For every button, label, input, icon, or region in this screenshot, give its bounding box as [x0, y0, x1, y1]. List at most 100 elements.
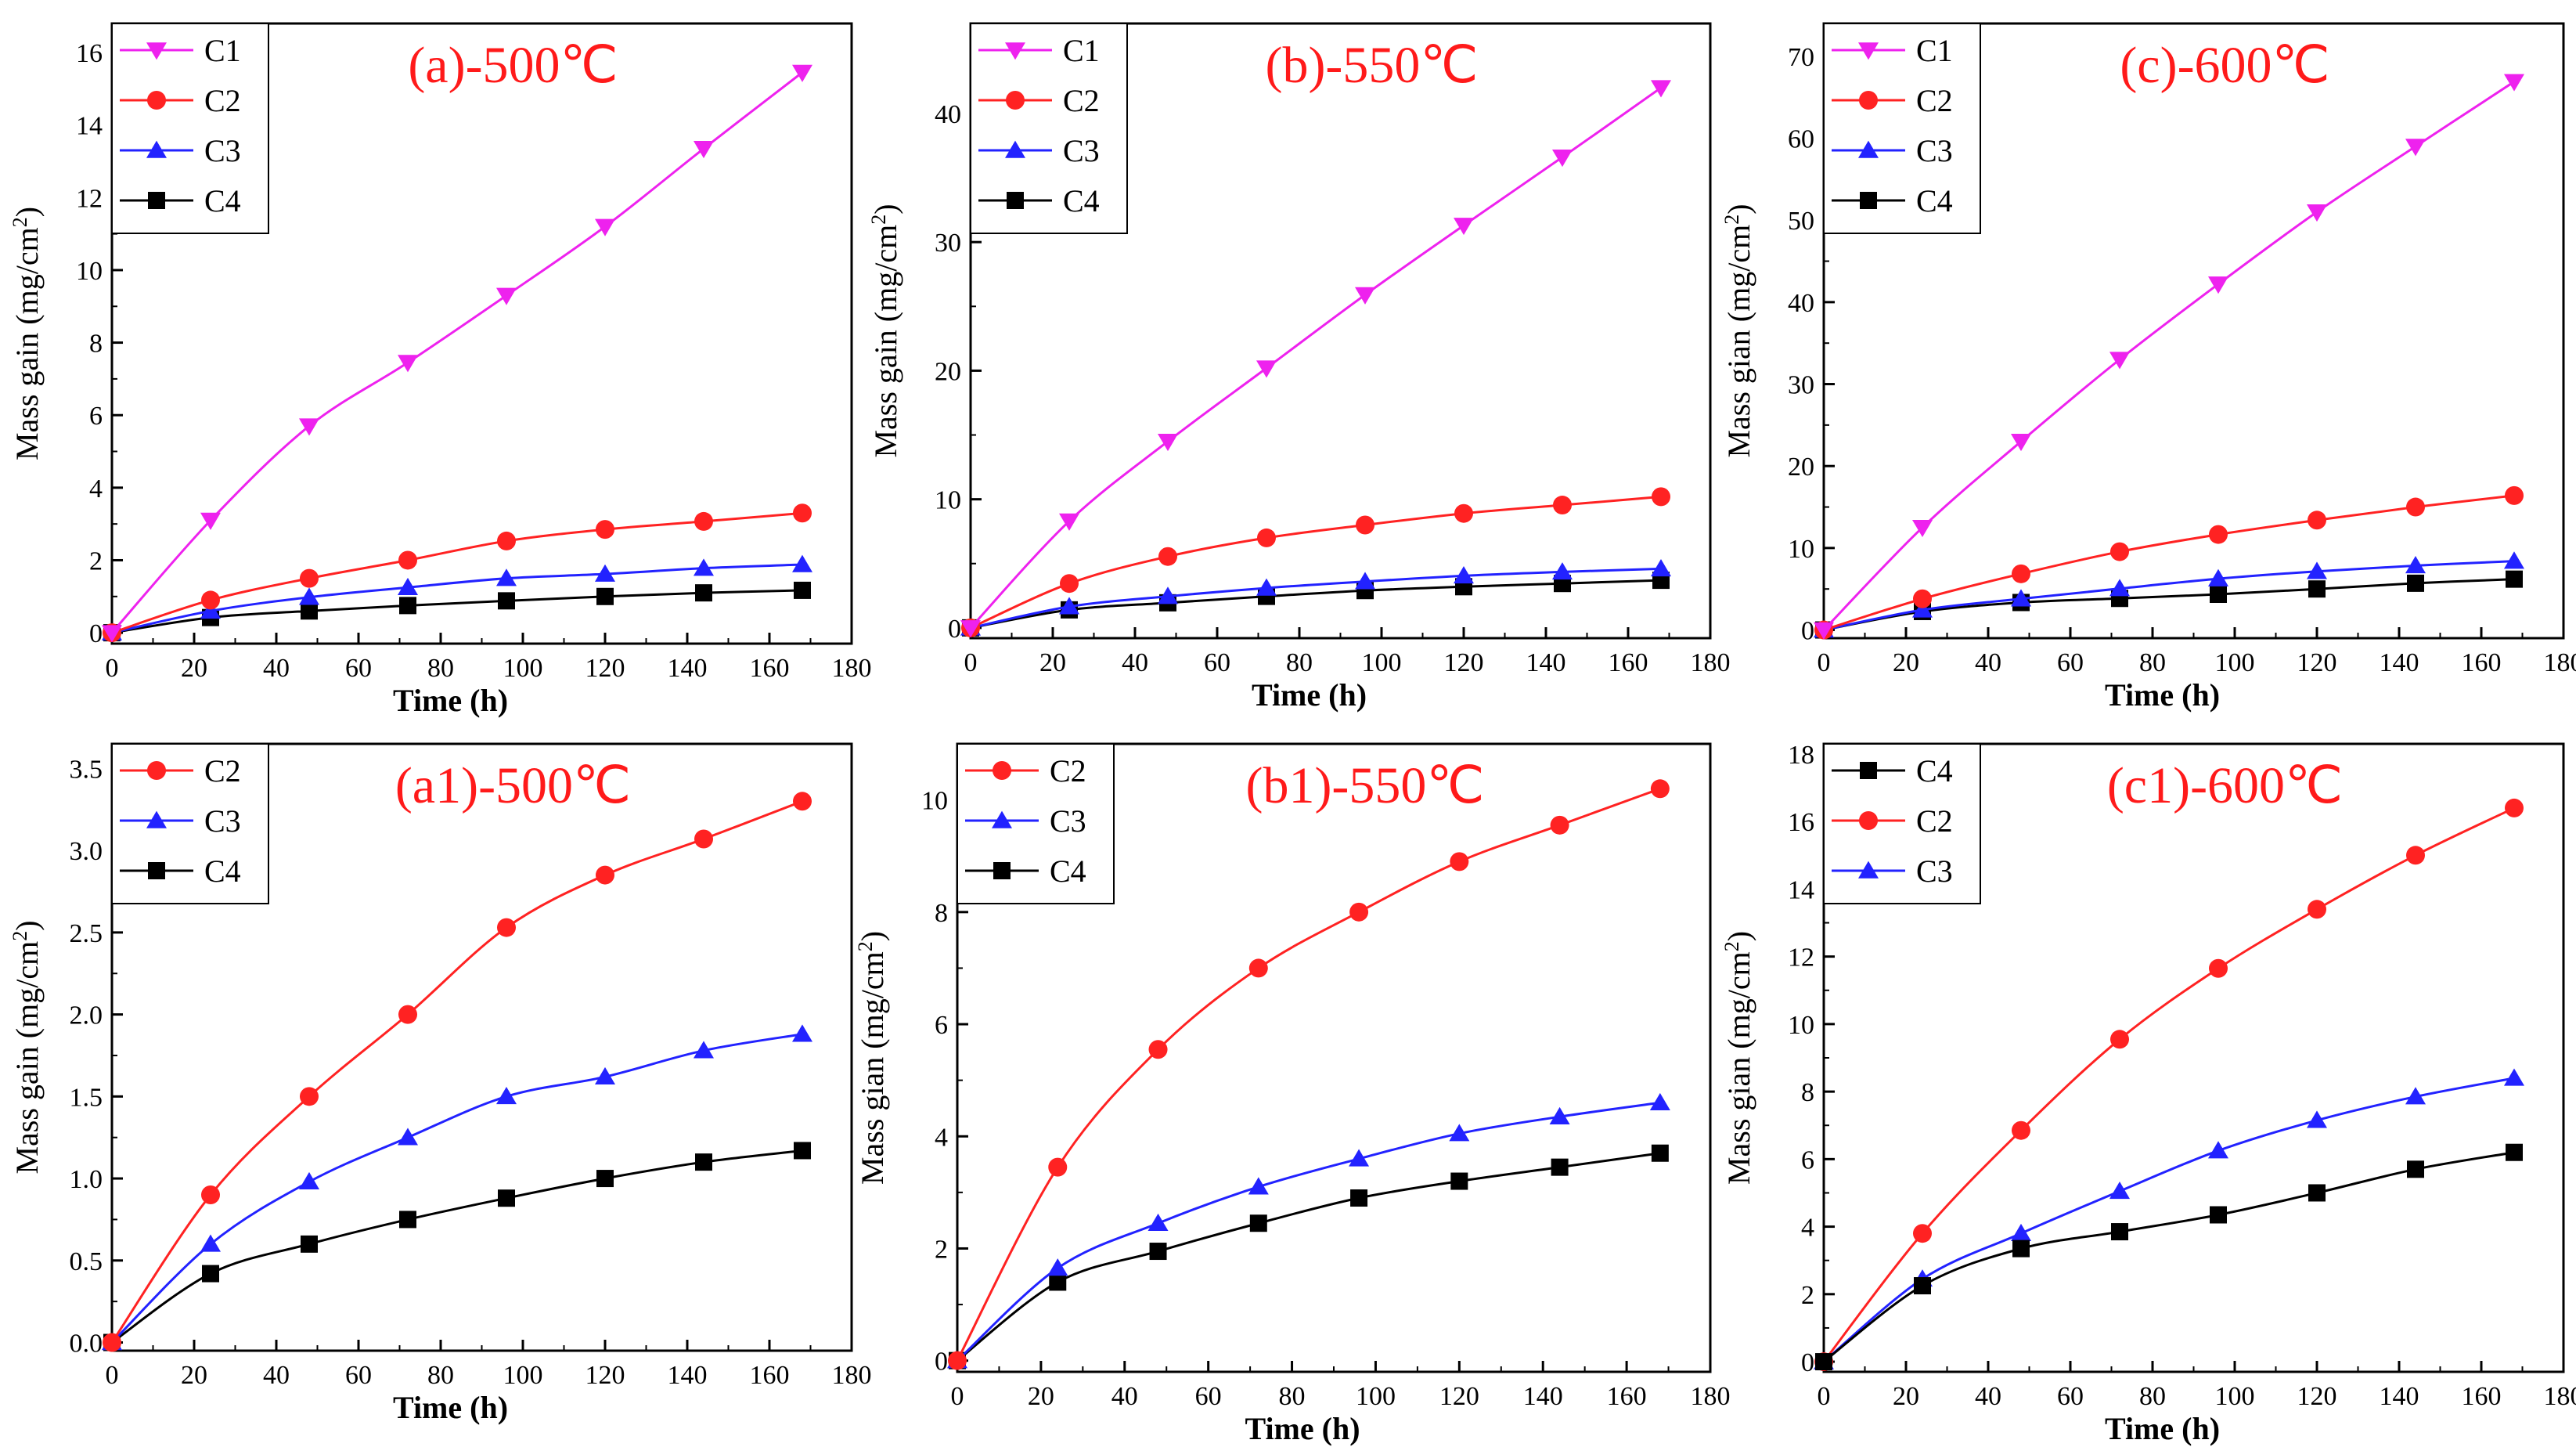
- data-point-C3: [1248, 1177, 1269, 1195]
- series-C2: [103, 792, 812, 1352]
- data-point-C1: [2307, 204, 2327, 222]
- data-point-C1: [496, 287, 517, 305]
- data-point-C2: [596, 520, 614, 539]
- data-point-C1: [2109, 352, 2130, 370]
- x-tick-label: 20: [1893, 1382, 1919, 1411]
- data-point-C2: [2209, 958, 2228, 978]
- data-point-C4: [2407, 1160, 2424, 1178]
- data-point-C1: [299, 418, 319, 436]
- legend-label-C1: C1: [1916, 33, 1953, 68]
- data-point-C2: [1048, 1157, 1068, 1177]
- data-point-C3: [200, 1234, 221, 1252]
- legend-label-C3: C3: [204, 133, 241, 168]
- y-tick-label: 0: [1801, 617, 1814, 646]
- series-C1: [960, 80, 1671, 638]
- y-tick-label: 10: [76, 257, 103, 286]
- x-tick-label: 60: [1204, 648, 1230, 677]
- data-point-C4: [794, 1142, 811, 1160]
- data-point-C2: [398, 1005, 417, 1024]
- data-point-C2: [596, 865, 614, 885]
- legend-box: [111, 23, 269, 234]
- data-point-C4: [202, 1265, 219, 1283]
- legend-label-C4: C4: [1063, 183, 1100, 218]
- data-point-C4: [2506, 1143, 2523, 1161]
- data-point-C4: [1149, 1243, 1167, 1261]
- data-point-C3: [2307, 561, 2327, 579]
- x-tick-label: 140: [2380, 1382, 2419, 1411]
- data-point-C1: [1454, 218, 1474, 236]
- data-point-C2: [793, 792, 812, 811]
- legend: C1 C2 C3 C4: [970, 23, 1128, 234]
- chart-panel-3: 0 20 40 60 80 100 120 140 160 180 0 10 20 30 40 50 60 70 T…: [1720, 22, 2576, 713]
- y-tick-label: 20: [935, 357, 961, 386]
- data-point-C3: [1059, 597, 1079, 615]
- data-point-C2: [1060, 574, 1079, 594]
- data-point-C3: [496, 1086, 517, 1105]
- chart-panel-5: 0 20 40 60 80 100 120 140 160 180 0 2 4 6 8 10 Time (h) M…: [854, 742, 1731, 1446]
- data-point-C2: [2209, 525, 2228, 544]
- data-point-C3: [1549, 1106, 1570, 1124]
- x-tick-label: 120: [585, 1361, 625, 1390]
- data-point-C3: [1349, 1149, 1370, 1167]
- data-point-C2: [1158, 547, 1177, 566]
- legend-label-C2: C2: [204, 83, 241, 118]
- x-tick-label: 120: [1439, 1382, 1479, 1411]
- series-C4: [103, 1142, 811, 1351]
- series-C3: [1814, 1068, 2524, 1369]
- x-axis-label: Time (h): [1245, 1411, 1360, 1446]
- data-point-C4: [596, 587, 614, 605]
- x-tick-label: 180: [832, 1361, 872, 1390]
- data-point-C1: [595, 218, 615, 236]
- series-C2: [103, 503, 812, 643]
- data-point-C3: [2011, 1223, 2031, 1241]
- data-point-C1: [1651, 80, 1671, 98]
- series-C3: [947, 1092, 1670, 1369]
- data-point-C3: [2504, 1068, 2524, 1086]
- series-line-C4: [1823, 1151, 2515, 1363]
- data-point-C2: [2406, 497, 2425, 517]
- series-C1: [1814, 74, 2524, 640]
- data-point-C2: [1349, 902, 1369, 922]
- data-point-C2: [1913, 1224, 1932, 1243]
- x-tick-label: 80: [1286, 648, 1313, 677]
- data-point-C2: [2406, 846, 2425, 865]
- legend-label-C2: C2: [1916, 803, 1953, 839]
- legend-label-C2: C2: [204, 753, 241, 788]
- legend: C2 C3 C4: [111, 743, 269, 904]
- x-tick-label: 60: [1195, 1382, 1222, 1411]
- data-point-C1: [1912, 519, 1933, 538]
- data-point-C3: [398, 1128, 418, 1146]
- x-tick-label: 0: [964, 648, 978, 677]
- data-point-C4: [695, 1153, 712, 1171]
- y-axis-label: Mass gian (mg/cm2): [1720, 931, 1757, 1185]
- legend-label-C3: C3: [1916, 133, 1953, 168]
- x-tick-label: 20: [181, 1361, 207, 1390]
- data-point-C1: [102, 625, 122, 643]
- x-tick-label: 40: [1975, 1382, 2001, 1411]
- data-point-C4: [2308, 1184, 2326, 1202]
- data-point-C4: [1350, 1189, 1368, 1207]
- y-tick-label: 8: [935, 899, 948, 928]
- data-point-C3: [595, 564, 615, 582]
- x-tick-label: 60: [2057, 648, 2084, 677]
- x-tick-label: 40: [263, 1361, 290, 1390]
- y-tick-label: 2: [1801, 1281, 1814, 1310]
- y-tick-label: 4: [89, 475, 103, 503]
- data-point-C4: [301, 602, 318, 620]
- y-tick-label: 4: [1801, 1214, 1814, 1243]
- series-line-C4: [1823, 578, 2515, 632]
- legend-label-C3: C3: [1916, 853, 1953, 889]
- x-tick-label: 160: [2462, 648, 2502, 677]
- x-tick-label: 180: [1691, 648, 1731, 677]
- x-tick-label: 140: [1526, 648, 1566, 677]
- data-point-C2: [1148, 1040, 1168, 1059]
- data-point-C4: [1249, 1214, 1267, 1232]
- data-point-C2: [300, 1087, 319, 1106]
- chart-panel-4: 0 20 40 60 80 100 120 140 160 180 0.0 0.5 1.0 1.5 2.0 2…: [9, 742, 872, 1425]
- legend-box: [1823, 743, 1981, 904]
- y-tick-label: 0.5: [70, 1247, 103, 1276]
- y-tick-label: 10: [1788, 535, 1814, 564]
- data-point-C3: [2208, 568, 2228, 586]
- y-tick-label: 1.0: [70, 1165, 103, 1194]
